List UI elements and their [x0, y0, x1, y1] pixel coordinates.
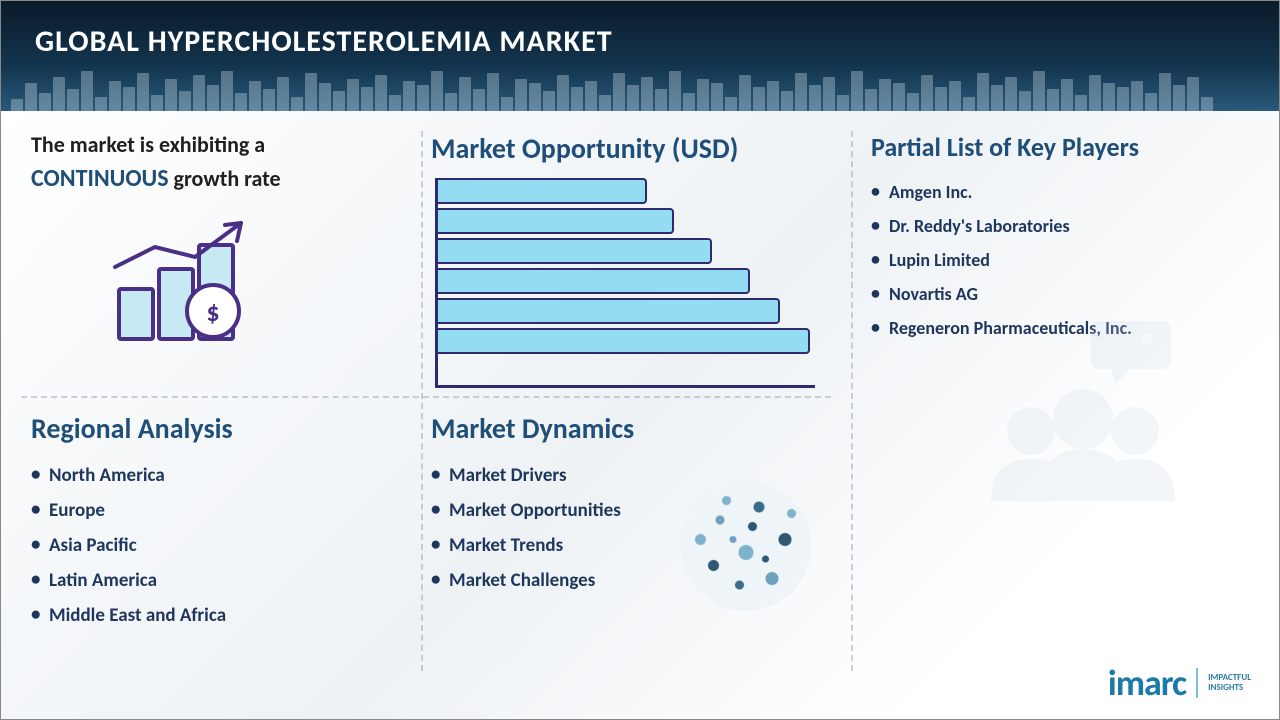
growth-tail: growth rate	[169, 165, 281, 192]
opportunity-barchart	[435, 178, 815, 388]
logo-text: imarc	[1108, 661, 1186, 705]
logo-tagline: IMPACTFUL INSIGHTS	[1208, 673, 1251, 693]
growth-panel: The market is exhibiting a CONTINUOUS gr…	[31, 131, 421, 381]
brand-logo: imarc IMPACTFUL INSIGHTS	[1108, 661, 1251, 705]
list-item: Amgen Inc.	[871, 175, 1251, 209]
logo-tag-2: INSIGHTS	[1208, 682, 1243, 693]
opportunity-bar	[438, 238, 712, 264]
list-item: Latin America	[31, 563, 421, 598]
growth-chart-icon: $	[101, 211, 421, 356]
dynamics-panel: Market Dynamics Market DriversMarket Opp…	[431, 411, 831, 691]
chart-axis-x	[435, 385, 815, 388]
separator-vertical-2	[851, 131, 853, 671]
growth-intro-line: The market is exhibiting a	[31, 131, 421, 158]
separator-vertical-1	[421, 131, 423, 671]
opportunity-bar	[438, 208, 674, 234]
people-watermark-icon	[971, 321, 1191, 506]
opportunity-title: Market Opportunity (USD)	[431, 131, 831, 166]
skyline-decoration	[1, 71, 1279, 111]
opportunity-bar	[438, 298, 780, 324]
list-item: Middle East and Africa	[31, 598, 421, 633]
dynamics-title: Market Dynamics	[431, 411, 831, 446]
opportunity-bar	[438, 178, 647, 204]
gears-icon	[681, 481, 811, 611]
regional-list: North AmericaEuropeAsia PacificLatin Ame…	[31, 458, 421, 633]
players-panel: Partial List of Key Players Amgen Inc.Dr…	[871, 131, 1251, 691]
opportunity-bar	[438, 268, 750, 294]
header-banner: GLOBAL HYPERCHOLESTEROLEMIA MARKET	[1, 1, 1279, 111]
players-title: Partial List of Key Players	[871, 131, 1251, 163]
list-item: North America	[31, 458, 421, 493]
growth-emphasis: CONTINUOUS	[31, 164, 169, 193]
opportunity-bar	[438, 328, 810, 354]
content-area: The market is exhibiting a CONTINUOUS gr…	[1, 111, 1279, 719]
regional-title: Regional Analysis	[31, 411, 421, 446]
page-title: GLOBAL HYPERCHOLESTEROLEMIA MARKET	[35, 23, 613, 60]
list-item: Novartis AG	[871, 277, 1251, 311]
players-list: Amgen Inc.Dr. Reddy's LaboratoriesLupin …	[871, 175, 1251, 345]
opportunity-panel: Market Opportunity (USD)	[431, 131, 831, 381]
list-item: Asia Pacific	[31, 528, 421, 563]
separator-horizontal	[21, 396, 831, 398]
list-item: Dr. Reddy's Laboratories	[871, 209, 1251, 243]
logo-divider	[1196, 668, 1198, 698]
svg-text:$: $	[206, 296, 219, 328]
list-item: Lupin Limited	[871, 243, 1251, 277]
list-item: Europe	[31, 493, 421, 528]
regional-panel: Regional Analysis North AmericaEuropeAsi…	[31, 411, 421, 691]
